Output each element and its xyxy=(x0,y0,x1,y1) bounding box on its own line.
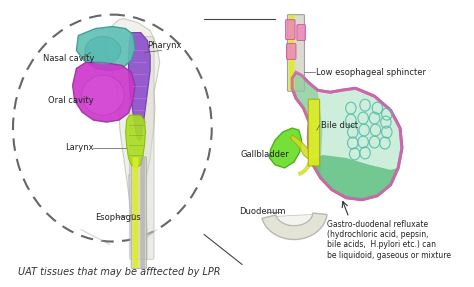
Text: Esophagus: Esophagus xyxy=(95,213,141,222)
Polygon shape xyxy=(313,155,398,200)
Text: Low esophageal sphincter: Low esophageal sphincter xyxy=(316,68,426,77)
FancyBboxPatch shape xyxy=(297,25,305,40)
Text: Nasal cavity: Nasal cavity xyxy=(43,54,95,63)
Text: Gastro-duodenal refluxate
(hydrochloric acid, pepsin,
bile acids,  H.pylori etc.: Gastro-duodenal refluxate (hydrochloric … xyxy=(327,220,451,260)
Polygon shape xyxy=(292,72,322,178)
FancyBboxPatch shape xyxy=(129,36,154,259)
Polygon shape xyxy=(262,213,327,240)
FancyBboxPatch shape xyxy=(285,20,295,40)
FancyBboxPatch shape xyxy=(140,158,145,268)
Text: Oral cavity: Oral cavity xyxy=(48,96,94,105)
Text: Bile duct: Bile duct xyxy=(320,121,358,130)
FancyBboxPatch shape xyxy=(286,44,296,59)
FancyBboxPatch shape xyxy=(131,157,146,268)
Ellipse shape xyxy=(82,75,124,115)
FancyBboxPatch shape xyxy=(287,15,304,91)
Text: Larynx: Larynx xyxy=(65,144,94,152)
Text: Duodenum: Duodenum xyxy=(239,207,286,216)
Polygon shape xyxy=(76,27,135,70)
FancyBboxPatch shape xyxy=(133,158,138,268)
Polygon shape xyxy=(126,115,146,168)
Text: Gallbladder: Gallbladder xyxy=(240,150,289,160)
Polygon shape xyxy=(128,32,150,140)
Polygon shape xyxy=(276,214,313,226)
Polygon shape xyxy=(105,19,160,255)
Polygon shape xyxy=(73,62,135,122)
Polygon shape xyxy=(292,72,402,200)
Ellipse shape xyxy=(85,36,121,64)
Polygon shape xyxy=(290,135,311,160)
FancyBboxPatch shape xyxy=(308,99,319,166)
Text: Pharynx: Pharynx xyxy=(147,41,182,50)
Polygon shape xyxy=(128,175,147,259)
FancyBboxPatch shape xyxy=(289,15,294,91)
Text: UAT tissues that may be afftected by LPR: UAT tissues that may be afftected by LPR xyxy=(18,267,220,277)
Polygon shape xyxy=(269,128,301,168)
